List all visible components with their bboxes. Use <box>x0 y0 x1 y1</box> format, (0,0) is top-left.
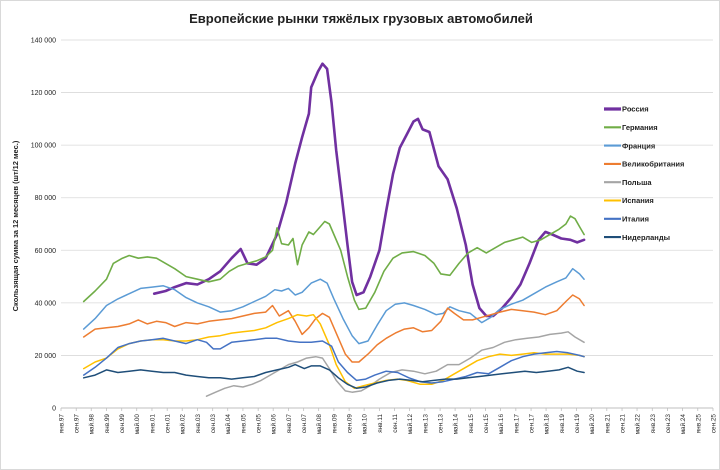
x-tick-label: май.18 <box>543 414 551 435</box>
x-tick-label: май.12 <box>406 414 414 435</box>
grid-lines <box>61 39 713 409</box>
series-line-4 <box>82 294 585 363</box>
x-tick-label: янв.03 <box>195 414 202 434</box>
legend-label: Россия <box>622 105 649 114</box>
x-tick-label: май.16 <box>497 414 505 435</box>
x-tick-label: май.22 <box>634 414 642 435</box>
y-tick-label: 100 000 <box>31 143 56 150</box>
legend-label: Германия <box>622 123 658 132</box>
series-line-1 <box>152 62 586 318</box>
y-tick-label: 140 000 <box>31 38 56 45</box>
x-tick-label: сен.05 <box>256 414 263 434</box>
series-line-5 <box>205 331 585 397</box>
x-tick-label: сен.97 <box>74 414 81 434</box>
legend-label: Великобритания <box>622 160 684 169</box>
x-tick-label: янв.19 <box>559 414 566 434</box>
legend-label: Испания <box>622 196 654 205</box>
x-tick-label: сен.21 <box>620 414 627 434</box>
x-tick-label: сен.03 <box>210 414 217 434</box>
x-tick-label: сен.11 <box>392 414 399 433</box>
x-tick-label: сен.15 <box>483 414 490 434</box>
y-tick-label: 80 000 <box>35 195 57 202</box>
x-tick-label: янв.23 <box>650 414 657 434</box>
series-line-3 <box>82 267 585 345</box>
x-tick-label: янв.97 <box>59 414 66 434</box>
x-axis-ticks: янв.97 сен.97 май.98 янв.99 сен.99 май.00 янв.… <box>59 408 718 434</box>
y-tick-label: 0 <box>52 406 56 413</box>
x-tick-label: янв.09 <box>331 414 338 434</box>
x-tick-label: сен.19 <box>574 414 581 434</box>
x-tick-label: сен.07 <box>301 414 308 434</box>
x-tick-label: сен.99 <box>119 414 126 434</box>
legend-label: Нидерланды <box>622 233 670 242</box>
y-axis-title: Скользящая сумма за 12 месяцев (шт/12 ме… <box>11 140 20 311</box>
legend-label: Франция <box>622 141 655 150</box>
x-tick-label: май.20 <box>588 414 596 435</box>
x-tick-label: сен.01 <box>165 414 172 434</box>
y-tick-label: 120 000 <box>31 90 56 97</box>
x-tick-label: май.04 <box>224 414 232 435</box>
x-tick-label: янв.99 <box>104 414 111 434</box>
x-tick-label: янв.21 <box>604 414 611 434</box>
x-tick-label: янв.17 <box>513 414 520 434</box>
x-tick-label: янв.25 <box>695 414 702 434</box>
x-tick-label: янв.07 <box>286 414 293 434</box>
x-tick-label: май.14 <box>452 414 460 435</box>
x-tick-label: янв.13 <box>422 414 429 434</box>
legend-label: Польша <box>622 178 652 187</box>
y-tick-label: 60 000 <box>35 248 57 255</box>
x-tick-label: май.00 <box>133 414 141 435</box>
x-tick-label: сен.23 <box>665 414 672 434</box>
x-tick-label: янв.15 <box>468 414 475 434</box>
x-tick-label: май.24 <box>679 414 687 435</box>
x-tick-label: сен.25 <box>711 414 718 434</box>
chart-title: Европейские рынки тяжёлых грузовых автом… <box>189 11 533 26</box>
legend: Россия Германия Франция Великобритания Польш… <box>604 105 684 242</box>
x-tick-label: май.98 <box>88 414 96 435</box>
x-tick-label: май.08 <box>315 414 323 435</box>
x-tick-label: янв.11 <box>377 414 384 433</box>
x-tick-label: сен.13 <box>438 414 445 434</box>
legend-label: Италия <box>622 215 649 224</box>
y-axis-ticks: 0 20 000 40 000 60 000 80 000 100 000 120 000 1… <box>31 38 56 413</box>
series-line-7 <box>82 337 585 384</box>
x-tick-label: сен.17 <box>529 414 536 434</box>
series-lines <box>82 62 586 397</box>
x-tick-label: янв.05 <box>240 414 247 434</box>
x-tick-label: май.10 <box>361 414 369 435</box>
x-tick-label: май.02 <box>179 414 187 435</box>
x-tick-label: янв.01 <box>149 414 156 434</box>
x-tick-label: май.06 <box>270 414 278 435</box>
x-tick-label: сен.09 <box>347 414 354 434</box>
series-line-8 <box>82 363 585 390</box>
y-tick-label: 40 000 <box>35 300 57 307</box>
y-tick-label: 20 000 <box>35 353 57 360</box>
series-line-2 <box>82 215 585 311</box>
